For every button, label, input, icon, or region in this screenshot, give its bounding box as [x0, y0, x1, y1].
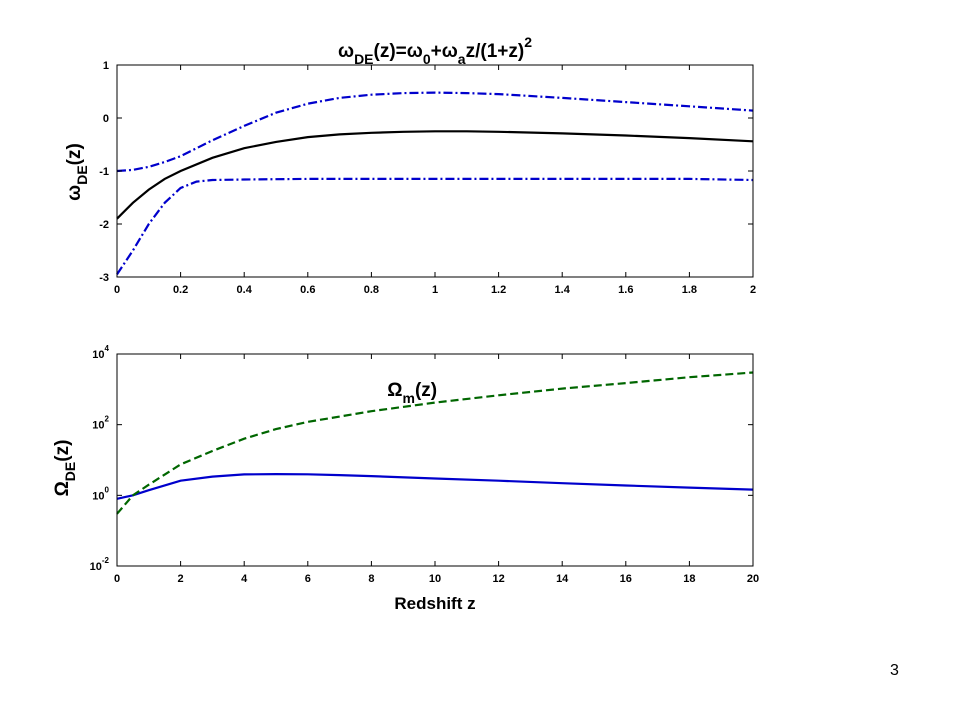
title-omega-symbol-3: ω: [442, 41, 458, 62]
y-tick-label: -2: [99, 219, 109, 231]
y-tick-label: -3: [99, 272, 109, 284]
x-tick-label: 0.4: [237, 284, 253, 296]
ylabel-omega-symbol: ω: [64, 185, 85, 201]
y-tick-label: 100: [92, 485, 109, 502]
plot-frame-bottom: [116, 353, 754, 567]
annotation-tail: (z): [415, 380, 437, 401]
chart-title: ωDE(z)=ω0+ωaz/(1+z)2: [338, 34, 532, 67]
title-text-2: +: [431, 41, 442, 62]
svg-text:ΩDE(z): ΩDE(z): [52, 440, 78, 497]
x-tick-label: 1.6: [618, 284, 633, 296]
title-text-1: (z)=: [374, 41, 407, 62]
x-tick-label: 1.4: [555, 284, 571, 296]
title-omega-symbol-2: ω: [407, 41, 423, 62]
x-tick-label: 0: [114, 573, 120, 585]
annotation-Omega-symbol: Ω: [387, 380, 402, 401]
x-tick-label: 0.8: [364, 284, 379, 296]
title-superscript-2: 2: [524, 34, 532, 50]
title-subscript-a: a: [458, 51, 466, 67]
y-tick-label: -1: [99, 166, 109, 178]
series-layer-top: [116, 91, 754, 276]
x-tick-label: 6: [305, 573, 311, 585]
x-tick-label: 18: [683, 573, 695, 585]
y-axis-label-omega: ωDE(z): [64, 143, 90, 201]
y-axis-label-Omega: ΩDE(z): [52, 440, 78, 497]
x-tick-label: 20: [747, 573, 759, 585]
ticks-layer-bottom: 0 2 4 6 8 10 12 14 16 18 20 10-2 100 102 104: [90, 344, 760, 585]
x-tick-label: 10: [429, 573, 441, 585]
x-tick-label: 12: [492, 573, 504, 585]
series-line-1: [116, 130, 754, 220]
series-line-1: [116, 472, 754, 500]
title-subscript-0: 0: [423, 51, 431, 67]
ylabel-subscript: DE: [62, 462, 78, 481]
y-tick-label: 104: [92, 344, 109, 361]
ylabel-Omega-symbol: Ω: [52, 481, 73, 496]
ticks-layer-top: 0 0.2 0.4 0.6 0.8 1 1.2 1.4 1.6 1.8 2 -3 -2 -1 0 1: [99, 60, 756, 296]
y-tick-label: 1: [103, 60, 109, 72]
svg-text:ωDE(z): ωDE(z): [64, 143, 90, 201]
x-tick-label: 0.6: [300, 284, 315, 296]
y-tick-label: 102: [92, 415, 109, 432]
series-layer-bottom: [116, 371, 754, 515]
chart-panel-Omega-de: ΩDE(z) Redshift z Ωm(z) 0 2 4 6 8 10 12 14 16 18 2…: [52, 344, 759, 613]
y-tick-label: 10-2: [90, 556, 110, 573]
x-tick-label: 4: [241, 573, 248, 585]
x-tick-label: 1.2: [491, 284, 506, 296]
series-line-3: [116, 177, 754, 276]
annotation-omega-m: Ωm(z): [387, 380, 437, 406]
ylabel-tail: (z): [64, 143, 85, 165]
plot-frame-top: [116, 64, 754, 278]
title-omega-symbol: ω: [338, 41, 354, 62]
x-tick-label: 2: [178, 573, 184, 585]
x-tick-label: 0: [114, 284, 120, 296]
ylabel-tail: (z): [52, 440, 73, 462]
x-tick-label: 1: [432, 284, 438, 296]
x-tick-label: 1.8: [682, 284, 697, 296]
x-tick-label: 2: [750, 284, 756, 296]
x-tick-label: 0.2: [173, 284, 188, 296]
chart-panel-omega-de: ωDE(z)=ω0+ωaz/(1+z)2 ωDE(z) 0 0.2 0.4 0.6 0.…: [64, 34, 756, 296]
ylabel-subscript: DE: [74, 165, 90, 184]
y-tick-label: 0: [103, 113, 109, 125]
title-subscript-de: DE: [354, 51, 373, 67]
x-tick-label: 16: [620, 573, 632, 585]
x-axis-label-redshift: Redshift z: [394, 594, 475, 613]
annotation-subscript-m: m: [403, 390, 415, 406]
title-text-3: z/(1+z): [466, 41, 525, 62]
page-number: 3: [890, 662, 899, 679]
x-tick-label: 8: [368, 573, 374, 585]
x-tick-label: 14: [556, 573, 569, 585]
